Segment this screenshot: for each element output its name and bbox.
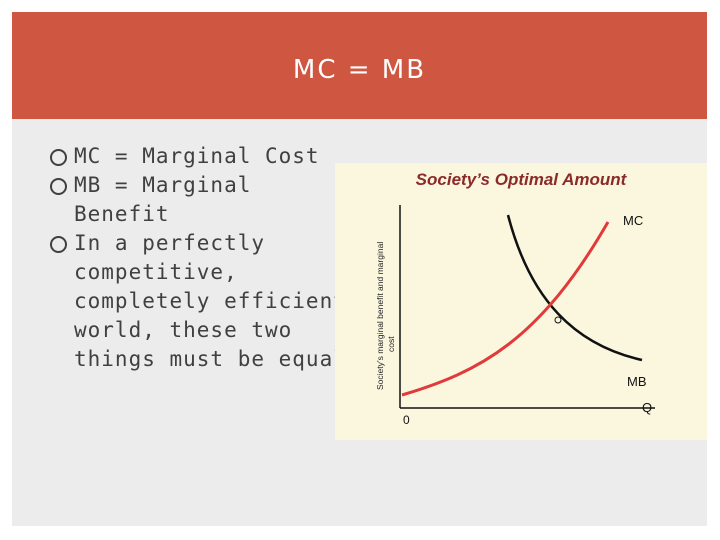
mc-series-label: MC <box>623 213 643 228</box>
equilibrium-point <box>554 316 562 324</box>
chart-title: Society’s Optimal Amount <box>415 170 627 189</box>
y-axis-label-line2: cost <box>386 336 396 352</box>
mb-curve <box>506 214 643 362</box>
bullet-text: In a perfectly competitive, completely e… <box>74 231 347 371</box>
chart-background <box>335 163 707 440</box>
x-axis-label: Q <box>642 400 652 415</box>
origin-label: 0 <box>403 413 410 427</box>
bullet-mb: MB = Marginal Benefit <box>48 171 348 229</box>
y-axis-label-line1: Society’s marginal benefit and marginal <box>375 242 385 390</box>
bullet-list: MC = Marginal Cost MB = Marginal Benefit… <box>48 142 348 374</box>
mc-curve <box>401 221 610 397</box>
slide-title: MC = MB <box>292 55 427 85</box>
title-band <box>12 12 707 119</box>
bullet-text: MB = Marginal Benefit <box>74 173 252 226</box>
bullet-mc: MC = Marginal Cost <box>48 142 348 171</box>
mb-series-label: MB <box>627 374 647 389</box>
bullet-efficiency: In a perfectly competitive, completely e… <box>48 229 348 374</box>
bullet-text: MC = Marginal Cost <box>74 144 320 168</box>
